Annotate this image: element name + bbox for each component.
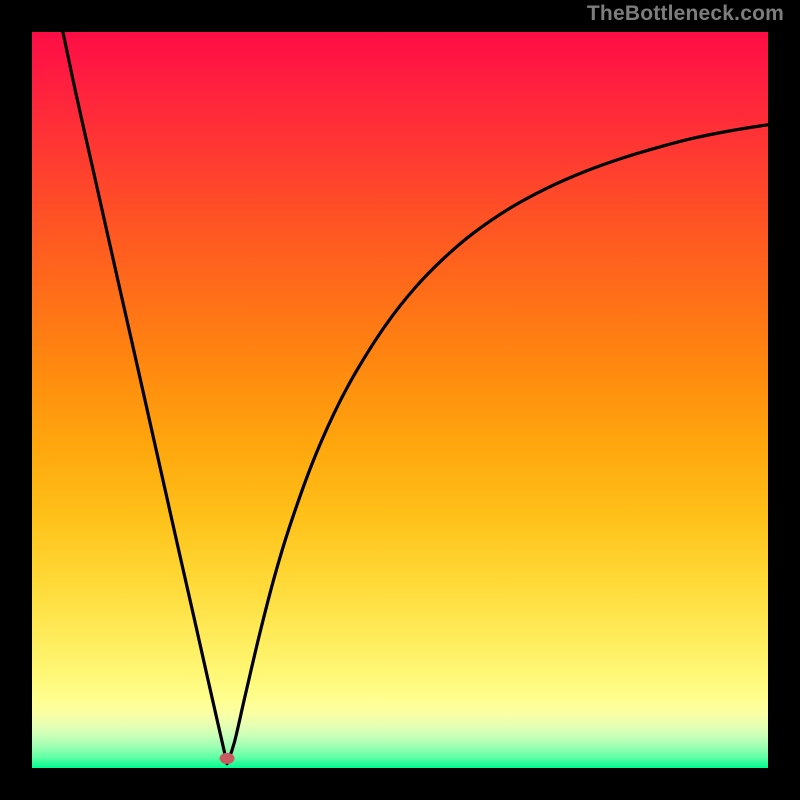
minimum-marker: [220, 753, 235, 764]
plot-background-gradient: [32, 32, 768, 768]
watermark-text: TheBottleneck.com: [587, 2, 784, 26]
chart-canvas: TheBottleneck.com: [0, 0, 800, 800]
bottleneck-plot: [0, 0, 800, 800]
